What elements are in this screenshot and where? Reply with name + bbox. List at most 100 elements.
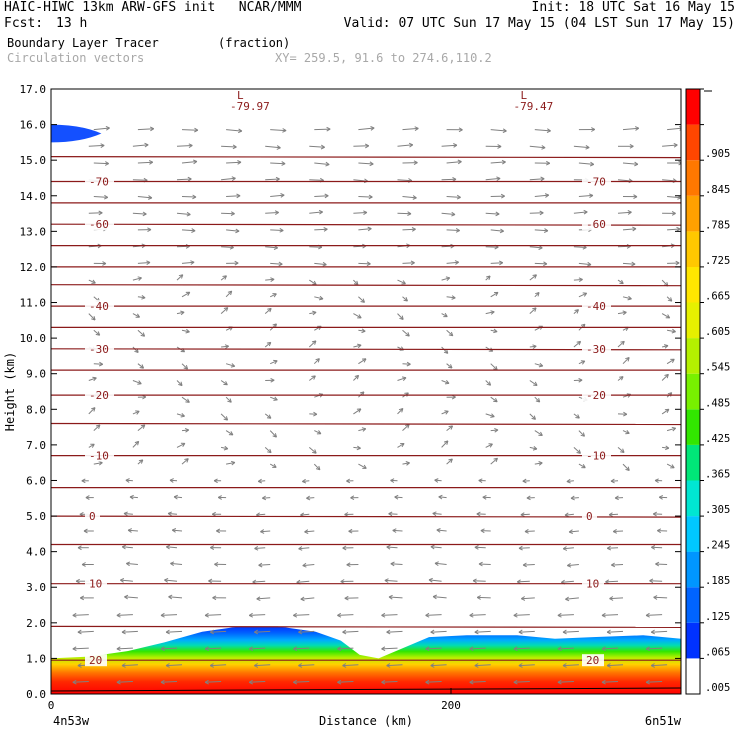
vector-head	[500, 193, 505, 199]
vector-head	[574, 309, 579, 314]
y-tick-label: 12.0	[20, 261, 47, 274]
vector-head	[494, 427, 499, 433]
y-tick-label: 10.0	[20, 332, 47, 345]
vector-head	[79, 595, 85, 601]
circulation-vector	[490, 129, 507, 132]
vector-head	[126, 561, 131, 567]
vector-head	[147, 227, 152, 233]
colorbar-label: .005	[705, 682, 730, 694]
vector-head	[625, 429, 630, 435]
vector-head	[620, 448, 625, 453]
colorbar-frame	[685, 88, 701, 695]
vector-head	[532, 307, 537, 312]
circulation-vector	[651, 630, 668, 633]
y-axis-title: Height (km)	[3, 352, 17, 431]
vector-head	[488, 443, 493, 448]
contour-label: -60	[586, 218, 606, 231]
circulation-vector	[170, 562, 183, 565]
circulation-vector	[358, 428, 366, 432]
vector-head	[443, 440, 449, 445]
circulation-vector	[613, 530, 624, 532]
circulation-vector	[309, 211, 323, 214]
circulation-vector	[353, 375, 359, 381]
circulation-vector	[513, 681, 530, 683]
vector-head	[137, 276, 142, 281]
circulation-vector	[93, 363, 103, 365]
vector-head	[125, 478, 130, 483]
circulation-vector	[601, 681, 619, 683]
vector-head	[124, 594, 129, 600]
circulation-vector	[220, 275, 227, 281]
circulation-vector	[622, 463, 630, 471]
circulation-vector	[254, 664, 271, 667]
vector-head	[448, 331, 454, 337]
circulation-vector	[529, 307, 537, 314]
colorbar-swatch	[686, 480, 700, 517]
circulation-vector	[446, 329, 454, 337]
vector-head	[476, 511, 481, 517]
vector-head	[651, 545, 656, 550]
vector-head	[116, 646, 121, 652]
temperature-contour	[51, 625, 681, 628]
vector-head	[346, 478, 351, 484]
vector-head	[232, 144, 237, 150]
circulation-vector	[226, 229, 240, 232]
vector-head	[364, 143, 370, 149]
vector-head	[323, 227, 328, 232]
vector-head	[620, 340, 625, 346]
vector-head	[632, 226, 637, 232]
contour-label: 20	[89, 654, 102, 667]
vector-head	[486, 275, 491, 280]
vector-head	[495, 211, 500, 217]
vector-head	[170, 561, 175, 567]
vector-head	[625, 466, 630, 471]
circulation-vector	[436, 529, 447, 532]
circulation-vector	[166, 664, 183, 667]
colorbar-label: .245	[705, 540, 730, 552]
contour-label: 20	[586, 654, 599, 667]
vector-head	[140, 332, 146, 337]
temperature-contour	[51, 223, 681, 226]
colorbar-swatch	[686, 622, 700, 659]
vector-head	[316, 430, 322, 435]
vector-head	[520, 512, 525, 517]
vector-head	[368, 194, 373, 200]
vector-head	[496, 176, 501, 182]
circulation-vector	[181, 161, 197, 164]
contour-label-bg	[85, 510, 100, 523]
circulation-vector	[120, 579, 133, 582]
circulation-vector	[296, 580, 310, 583]
colorbar-swatch	[686, 89, 700, 125]
circulation-vector	[337, 681, 354, 683]
circulation-vector	[176, 380, 183, 386]
circulation-vector	[137, 329, 145, 337]
circulation-vector	[300, 597, 315, 600]
circulation-vector	[397, 443, 405, 448]
init-time: Init: 18 UTC Sat 16 May 15	[531, 0, 736, 15]
circulation-vector	[563, 547, 574, 550]
vector-head	[545, 160, 551, 166]
circulation-vector	[160, 614, 178, 616]
vector-head	[346, 562, 351, 568]
circulation-vector	[646, 614, 663, 616]
circulation-vector	[168, 513, 178, 515]
circulation-vector	[181, 129, 198, 131]
circulation-vector	[386, 630, 403, 633]
circulation-vector	[122, 546, 133, 549]
vector-head	[361, 328, 366, 334]
circulation-vector	[534, 129, 551, 132]
vector-head	[254, 545, 259, 551]
circulation-vector	[220, 446, 228, 450]
vector-head	[187, 176, 192, 182]
circulation-vector	[88, 443, 95, 448]
vector-head	[75, 578, 80, 584]
vector-head	[180, 310, 185, 316]
circulation-vector	[573, 341, 581, 348]
circulation-vector	[617, 376, 624, 381]
circulation-vector	[181, 229, 196, 232]
vector-head	[653, 595, 658, 600]
circulation-vector	[573, 211, 588, 214]
vector-head	[171, 528, 177, 533]
circulation-vector	[441, 144, 457, 147]
circulation-vector	[667, 228, 681, 231]
